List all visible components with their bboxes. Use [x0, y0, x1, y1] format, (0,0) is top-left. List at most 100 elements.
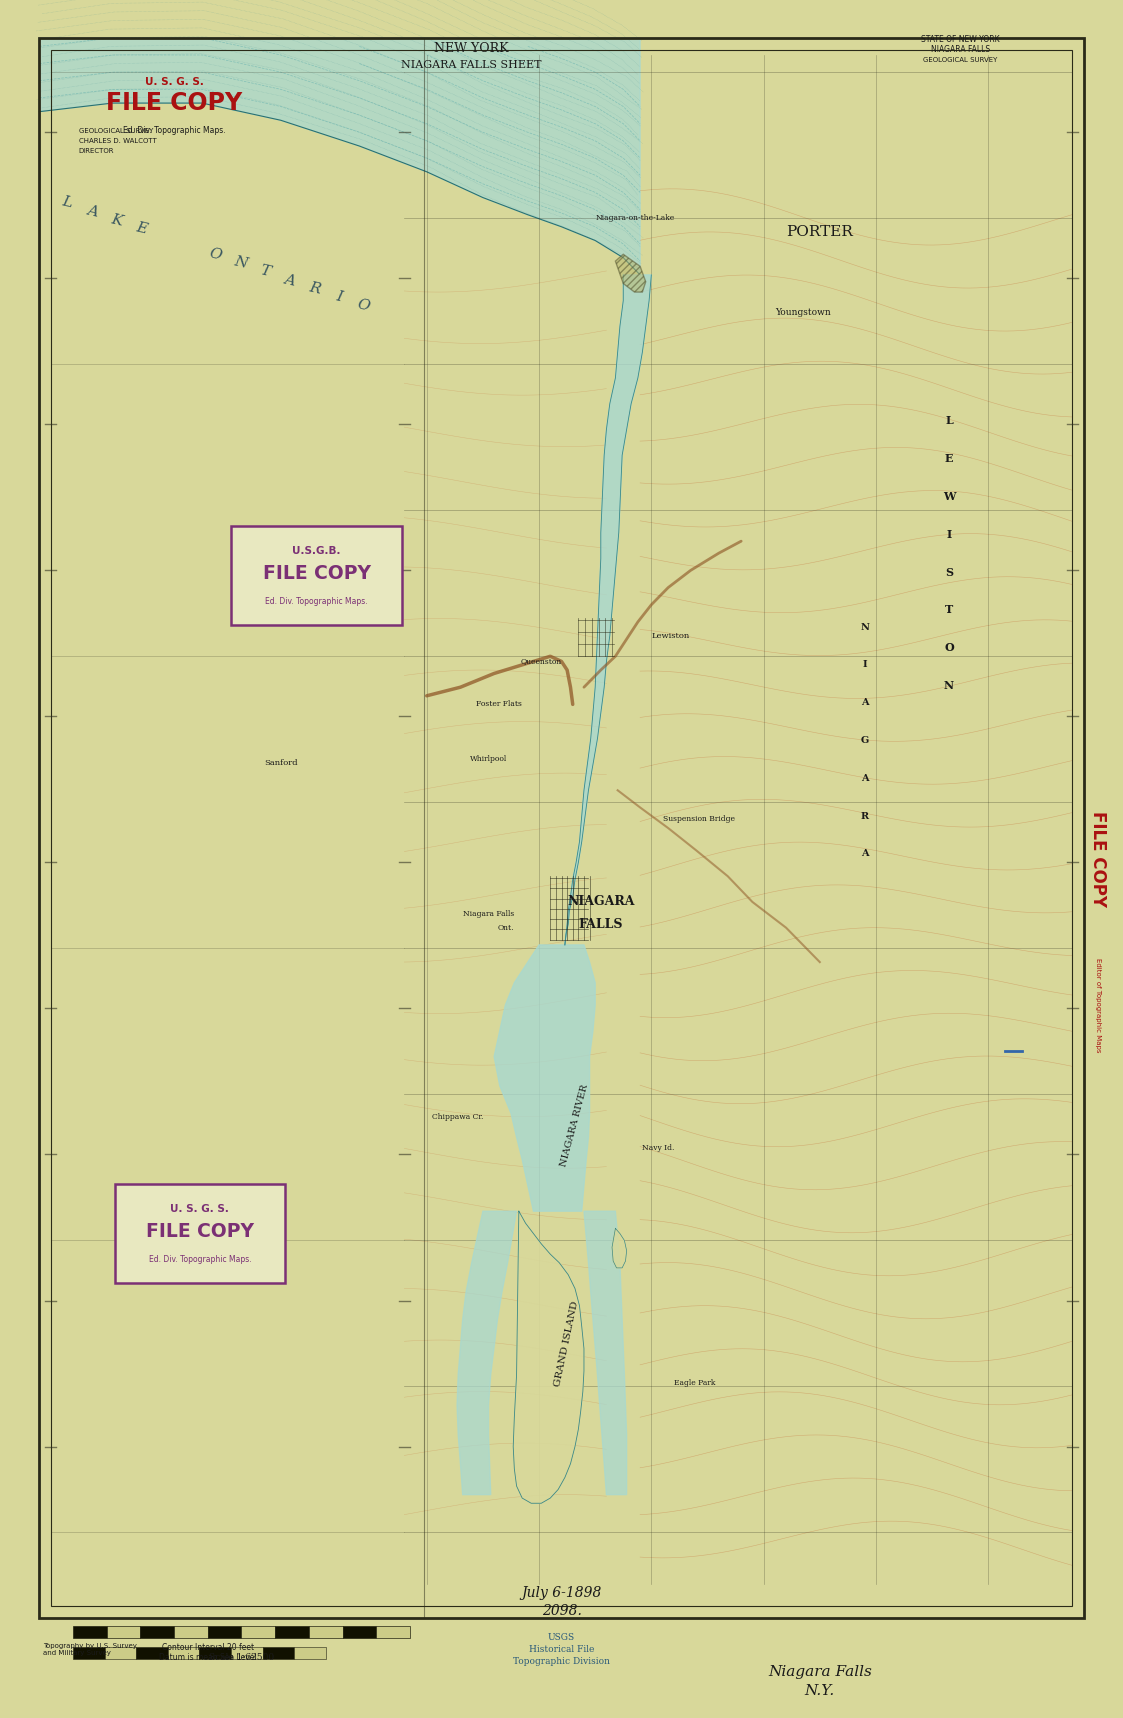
Text: T: T: [258, 263, 272, 280]
Bar: [174, 1625, 208, 1639]
Polygon shape: [612, 1228, 627, 1268]
Text: Youngstown: Youngstown: [775, 308, 831, 318]
FancyBboxPatch shape: [115, 1184, 285, 1283]
Text: A: A: [861, 773, 868, 783]
Bar: [200, 1646, 231, 1660]
Text: DIRECTOR: DIRECTOR: [79, 148, 115, 155]
Text: NEW YORK: NEW YORK: [435, 41, 509, 55]
Text: Niagara-on-the-Lake: Niagara-on-the-Lake: [595, 215, 675, 222]
Text: FILE COPY: FILE COPY: [106, 91, 243, 115]
Text: Contour Interval 20 feet
Datum is mean Sea Level: Contour Interval 20 feet Datum is mean S…: [159, 1642, 256, 1663]
Text: A: A: [861, 849, 868, 859]
Text: Eagle Park: Eagle Park: [674, 1380, 715, 1386]
Text: Niagara Falls: Niagara Falls: [768, 1665, 871, 1678]
Polygon shape: [457, 1211, 517, 1495]
Polygon shape: [584, 1211, 627, 1495]
Bar: [107, 1625, 140, 1639]
FancyBboxPatch shape: [231, 526, 402, 625]
Text: NIAGARA RIVER: NIAGARA RIVER: [559, 1084, 591, 1167]
Text: E: E: [135, 220, 148, 237]
Text: N: N: [860, 622, 869, 632]
Text: Queenston: Queenston: [520, 658, 562, 665]
Text: Lewiston: Lewiston: [651, 632, 690, 639]
Text: PORTER: PORTER: [786, 225, 853, 239]
Text: O: O: [944, 643, 953, 653]
Text: Whirlpool: Whirlpool: [471, 756, 508, 763]
Text: FALLS: FALLS: [578, 917, 623, 931]
Text: 2098.: 2098.: [541, 1605, 582, 1618]
Text: A: A: [85, 203, 99, 220]
Text: USGS: USGS: [548, 1632, 575, 1642]
Text: NIAGARA FALLS: NIAGARA FALLS: [931, 45, 989, 55]
Text: Chippawa Cr.: Chippawa Cr.: [431, 1113, 483, 1120]
Text: NIAGARA: NIAGARA: [567, 895, 634, 909]
Text: T: T: [944, 605, 953, 615]
Polygon shape: [513, 1211, 584, 1503]
Text: U. S. G. S.: U. S. G. S.: [171, 1204, 229, 1215]
Text: Ont.: Ont.: [497, 924, 514, 931]
Text: K: K: [110, 211, 124, 228]
Bar: [275, 1625, 309, 1639]
Text: L: L: [61, 194, 74, 211]
Text: U. S. G. S.: U. S. G. S.: [145, 77, 203, 88]
Text: Topography by U.S. Survey
and Military Survey: Topography by U.S. Survey and Military S…: [43, 1642, 137, 1656]
Text: E: E: [944, 454, 953, 464]
Text: U.S.G.B.: U.S.G.B.: [292, 546, 341, 557]
Text: GEOLOGICAL SURVEY: GEOLOGICAL SURVEY: [79, 127, 153, 134]
Text: N: N: [232, 254, 248, 271]
Text: Topographic Division: Topographic Division: [513, 1656, 610, 1666]
Text: N: N: [943, 680, 955, 691]
Polygon shape: [565, 275, 651, 945]
Text: O: O: [208, 246, 223, 263]
Text: G: G: [860, 735, 869, 746]
Bar: [241, 1625, 275, 1639]
Bar: [208, 1625, 241, 1639]
Text: CHARLES D. WALCOTT: CHARLES D. WALCOTT: [79, 137, 156, 144]
Text: Suspension Bridge: Suspension Bridge: [663, 816, 734, 823]
Text: Foster Flats: Foster Flats: [476, 701, 522, 708]
Polygon shape: [615, 254, 646, 292]
Bar: [343, 1625, 376, 1639]
Text: R: R: [308, 280, 321, 297]
Text: Niagara Falls: Niagara Falls: [463, 911, 514, 917]
Text: FILE COPY: FILE COPY: [263, 564, 371, 584]
Text: NIAGARA FALLS SHEET: NIAGARA FALLS SHEET: [401, 60, 542, 70]
Polygon shape: [39, 38, 640, 275]
Bar: [263, 1646, 294, 1660]
Text: Scale 1:62500: Scale 1:62500: [209, 1653, 274, 1661]
Bar: [167, 1646, 200, 1660]
Bar: [376, 1625, 410, 1639]
Text: Sanford: Sanford: [264, 759, 298, 766]
Text: GEOLOGICAL SURVEY: GEOLOGICAL SURVEY: [923, 57, 997, 64]
Bar: [73, 1625, 107, 1639]
Text: W: W: [942, 491, 956, 502]
Text: Ed. Div. Topographic Maps.: Ed. Div. Topographic Maps.: [148, 1254, 252, 1264]
Bar: [73, 1646, 104, 1660]
Text: A: A: [283, 271, 296, 289]
Text: I: I: [862, 660, 867, 670]
Text: I: I: [335, 290, 344, 304]
Text: July 6-1898: July 6-1898: [521, 1586, 602, 1599]
Text: A: A: [861, 698, 868, 708]
Bar: [140, 1625, 174, 1639]
Text: Editor of Topographic Maps: Editor of Topographic Maps: [1095, 957, 1102, 1053]
Text: L: L: [946, 416, 952, 426]
Text: FILE COPY: FILE COPY: [146, 1221, 254, 1242]
Bar: [104, 1646, 136, 1660]
Text: GRAND ISLAND: GRAND ISLAND: [554, 1301, 581, 1386]
Text: FILE COPY: FILE COPY: [1089, 811, 1107, 907]
Text: Navy Id.: Navy Id.: [642, 1144, 675, 1151]
Text: S: S: [944, 567, 953, 577]
Bar: [231, 1646, 263, 1660]
Text: R: R: [860, 811, 869, 821]
Text: O: O: [356, 297, 372, 314]
Bar: [294, 1646, 326, 1660]
Text: I: I: [947, 529, 951, 539]
Polygon shape: [494, 945, 595, 1211]
Bar: [136, 1646, 167, 1660]
Text: Historical File: Historical File: [529, 1644, 594, 1654]
Text: Ed. Div. Topographic Maps.: Ed. Div. Topographic Maps.: [122, 125, 226, 136]
Text: Ed. Div. Topographic Maps.: Ed. Div. Topographic Maps.: [265, 596, 368, 606]
Text: N.Y.: N.Y.: [805, 1684, 834, 1697]
Text: STATE OF NEW YORK: STATE OF NEW YORK: [921, 34, 999, 45]
